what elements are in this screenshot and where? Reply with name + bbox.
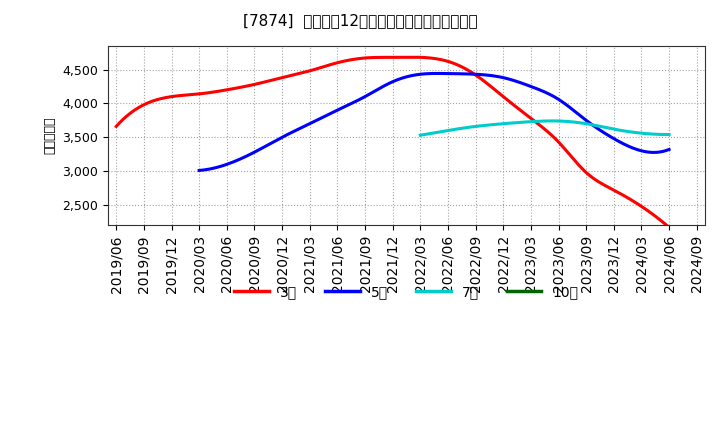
- Y-axis label: （百万円）: （百万円）: [44, 117, 57, 154]
- Legend: 3年, 5年, 7年, 10年: 3年, 5年, 7年, 10年: [229, 279, 584, 304]
- Text: [7874]  経常利益12か月移動合計の平均値の推移: [7874] 経常利益12か月移動合計の平均値の推移: [243, 13, 477, 28]
